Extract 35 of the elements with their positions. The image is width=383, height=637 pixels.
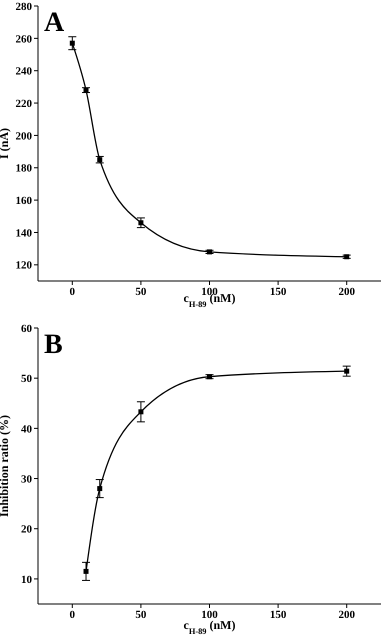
y-tick-label: 220	[16, 98, 32, 110]
annotation: A	[44, 7, 64, 38]
point	[70, 40, 75, 46]
y-tick-label: 240	[16, 66, 32, 78]
x-axis-title: c$_{H-89}$ (nM)	[183, 618, 236, 636]
y-tick-label: 10	[21, 574, 32, 586]
y-tick-label: 60	[21, 322, 32, 335]
x-tick-label: 0	[70, 608, 76, 621]
x-tick-label: 0	[70, 286, 76, 298]
x-tick-label: 150	[270, 608, 287, 621]
y-tick-label: 160	[16, 195, 32, 208]
x-tick-label: 50	[135, 286, 147, 298]
x-tick-label: 200	[338, 608, 356, 621]
y-tick-label: 120	[16, 260, 32, 272]
y-tick-label: 280	[16, 0, 32, 13]
y-tick-label: 200	[16, 130, 32, 142]
y-tick-label: 40	[21, 423, 32, 436]
y-tick-label: 140	[16, 227, 32, 240]
point	[344, 368, 350, 374]
y-tick-label: 30	[21, 473, 32, 486]
point	[138, 409, 144, 414]
y-axis-title: I (nA)	[0, 128, 11, 160]
y-tick-label: 20	[21, 524, 32, 536]
y-tick-label: 50	[21, 373, 32, 386]
x-tick-label: 200	[338, 286, 356, 298]
point	[97, 486, 102, 492]
x-tick-label: 100	[201, 608, 218, 621]
x-tick-label: 50	[135, 608, 147, 621]
y-axis-title: Inhibition ratio (%)	[0, 414, 11, 518]
point	[138, 220, 144, 226]
point	[84, 568, 89, 574]
y-tick-label: 260	[16, 33, 32, 46]
y-tick-label: 180	[16, 162, 32, 175]
annotation: B	[44, 329, 63, 360]
x-tick-label: 150	[270, 286, 287, 298]
